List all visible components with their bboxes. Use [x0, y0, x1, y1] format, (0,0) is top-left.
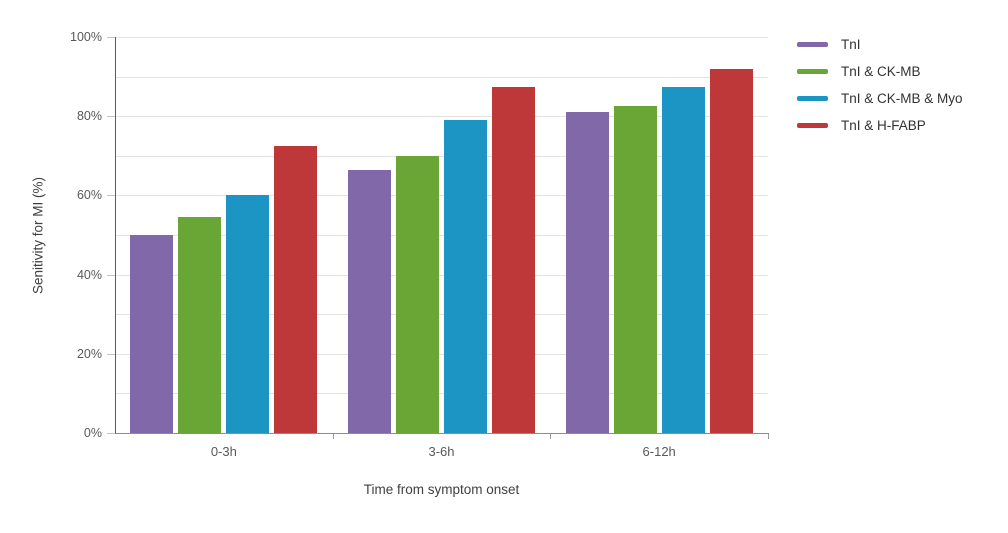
legend-label: TnI: [841, 37, 861, 52]
legend-marker: [797, 69, 828, 74]
y-tick-mark: [107, 116, 115, 118]
bar-TnI & CK-MB-0-3h: [178, 217, 222, 433]
y-tick-mark: [107, 433, 115, 434]
y-tick-mark: [107, 37, 115, 38]
bar-TnI & CK-MB-6-12h: [613, 106, 657, 433]
bar-TnI-3-6h: [348, 169, 391, 433]
gridline: [115, 195, 768, 197]
bar-TnI & H-FABP-6-12h: [709, 68, 753, 433]
y-tick-mark: [107, 274, 115, 276]
x-tick-mark: [768, 434, 769, 439]
bar-TnI & CK-MB & Myo-3-6h: [444, 120, 487, 433]
y-tick-label: 60%: [76, 188, 102, 203]
gridline: [115, 353, 768, 355]
bar-TnI-6-12h: [565, 112, 609, 433]
legend-item: TnI: [797, 31, 963, 58]
bar-TnI & CK-MB-3-6h: [396, 155, 439, 433]
gridline: [115, 274, 768, 276]
y-tick-label: 0%: [83, 426, 102, 440]
legend-item: TnI & CK-MB & Myo: [797, 85, 963, 112]
gridline: [115, 314, 768, 316]
legend-item: TnI & CK-MB: [797, 58, 963, 85]
y-axis-title: Senitivity for MI (%): [30, 176, 46, 295]
gridline: [115, 116, 768, 118]
y-tick-label: 40%: [76, 267, 102, 282]
legend-label: TnI & H-FABP: [841, 118, 926, 133]
y-tick-label: 100%: [70, 30, 102, 44]
gridline: [115, 155, 768, 157]
gridline: [115, 76, 768, 78]
bar-TnI & H-FABP-0-3h: [274, 145, 318, 433]
plot-area: [115, 37, 768, 433]
x-category-label: 3-6h: [428, 444, 455, 459]
x-category-label: 0-3h: [210, 444, 237, 459]
bar-TnI & CK-MB & Myo-6-12h: [661, 86, 705, 433]
legend: TnI TnI & CK-MB TnI & CK-MB & Myo TnI & H-F…: [797, 31, 963, 139]
y-axis-line: [115, 37, 116, 434]
x-tick-mark: [332, 434, 334, 439]
gridline: [115, 37, 768, 38]
y-tick-label: 20%: [76, 346, 102, 361]
legend-item: TnI & H-FABP: [797, 112, 963, 139]
gridline: [115, 393, 768, 395]
bar-TnI & CK-MB & Myo-0-3h: [226, 195, 270, 433]
x-category-label: 6-12h: [642, 444, 676, 459]
legend-marker: [797, 96, 828, 101]
bar-TnI-0-3h: [130, 235, 174, 433]
y-tick-mark: [107, 195, 115, 197]
x-axis-line: [115, 433, 769, 434]
y-tick-mark: [107, 353, 115, 355]
x-tick-mark: [550, 434, 552, 439]
legend-label: TnI & CK-MB & Myo: [841, 91, 963, 106]
legend-label: TnI & CK-MB: [841, 64, 921, 79]
legend-marker: [797, 123, 828, 128]
x-axis-title: Time from symptom onset: [363, 482, 520, 497]
legend-marker: [797, 42, 828, 47]
bar-TnI & H-FABP-3-6h: [492, 86, 535, 433]
y-tick-label: 80%: [76, 109, 102, 124]
gridline: [115, 235, 768, 236]
